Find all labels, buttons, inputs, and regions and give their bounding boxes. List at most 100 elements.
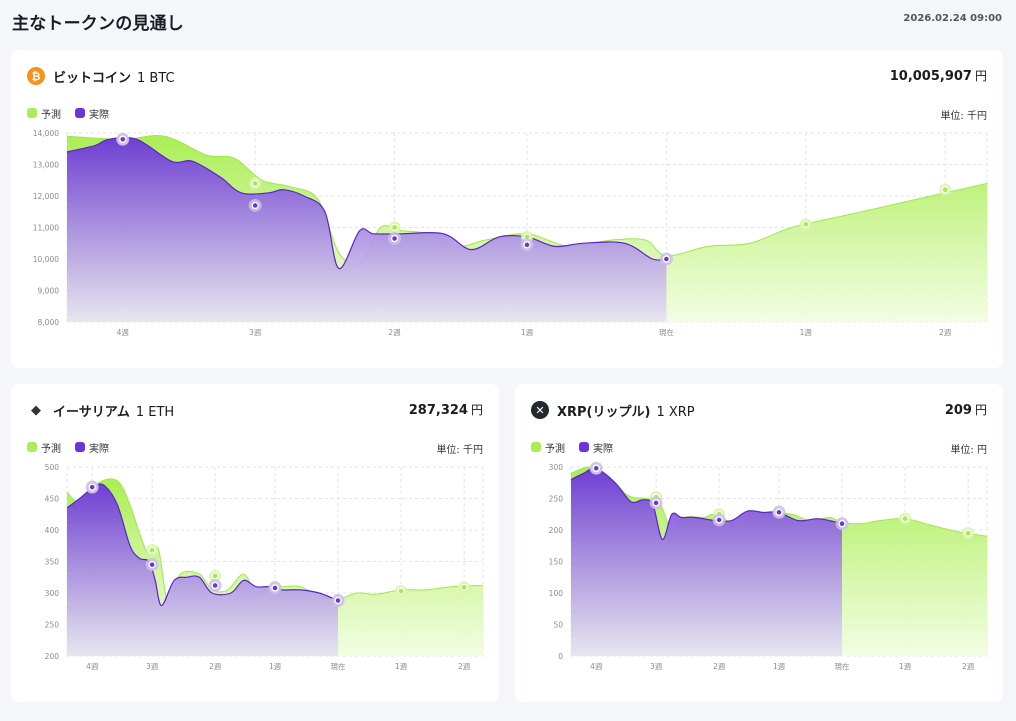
legend-actual-label: 実際 [89, 443, 109, 455]
actual-area [67, 137, 667, 322]
y-tick-label: 350 [45, 558, 60, 567]
x-tick-label: 現在 [331, 661, 346, 671]
bitcoin-card: ₿ ビットコイン 1 BTC 10,005,907 円 予測 実際 単位: 千円 1… [11, 50, 1003, 368]
legend-forecast[interactable]: 予測 [27, 106, 61, 121]
forecast-marker [964, 529, 972, 537]
x-tick-label: 1週 [521, 328, 534, 337]
coin-unit: 1 ETH [135, 405, 175, 420]
y-tick-label: 500 [45, 463, 60, 472]
y-tick-label: 300 [45, 589, 60, 598]
actual-marker [775, 508, 783, 517]
x-tick-label: 1週 [800, 328, 813, 337]
coin-price: 287,324 円 [409, 401, 483, 418]
forecast-line [66, 478, 484, 604]
actual-marker [88, 483, 96, 491]
y-tick-label: 300 [549, 463, 564, 472]
actual-marker [119, 135, 127, 144]
forecast-marker [901, 515, 909, 523]
coin-title: ビットコイン 1 BTC [53, 67, 175, 86]
coin-unit: 1 XRP [656, 405, 695, 420]
actual-marker [662, 255, 671, 263]
actual-marker [148, 560, 156, 569]
actual-swatch [579, 442, 589, 452]
forecast-marker [390, 223, 399, 232]
timestamp: 2026.02.24 09:00 [903, 13, 1002, 24]
coin-price: 209 円 [945, 401, 987, 418]
forecast-swatch [531, 442, 541, 452]
x-tick-label: 2週 [962, 662, 975, 671]
price-value: 10,005,907 [889, 69, 972, 84]
forecast-swatch [27, 108, 37, 118]
y-tick-label: 14,000 [33, 129, 59, 138]
coin-name: XRP(リップル) [557, 405, 651, 420]
forecast-marker [460, 583, 468, 591]
x-tick-label: 現在 [835, 661, 851, 671]
page-header: 主なトークンの見通し 2026.02.24 09:00 [0, 0, 1016, 44]
xrp-card: ✕ XRP(リップル) 1 XRP 209 円 予測 実際 単位: 円 300 250… [515, 384, 1003, 702]
coin-unit: 1 BTC [137, 71, 175, 86]
forecast-marker [802, 220, 810, 228]
forecast-swatch [27, 442, 37, 452]
coin-name: ビットコイン [53, 71, 132, 86]
forecast-marker [148, 546, 156, 554]
y-tick-label: 150 [549, 558, 564, 567]
units-label: 単位: 円 [950, 445, 987, 456]
coin-title: イーサリアム 1 ETH [53, 401, 174, 420]
y-tick-label: 8,000 [38, 318, 60, 327]
actual-swatch [75, 108, 85, 118]
y-tick-label: 10,000 [33, 255, 59, 264]
x-tick-label: 3週 [249, 328, 262, 337]
x-tick-label: 2週 [713, 662, 726, 671]
y-tick-label: 250 [45, 621, 60, 630]
actual-marker [251, 201, 259, 210]
y-tick-label: 450 [45, 495, 60, 504]
x-tick-label: 4週 [117, 328, 130, 337]
card-header: ₿ ビットコイン 1 BTC 10,005,907 円 [27, 66, 987, 86]
legend-forecast[interactable]: 予測 [27, 440, 61, 455]
legend-forecast[interactable]: 予測 [531, 440, 565, 455]
units-label: 単位: 千円 [436, 445, 483, 456]
x-tick-label: 1週 [899, 662, 912, 671]
actual-swatch [75, 442, 85, 452]
actual-line [570, 467, 843, 541]
actual-marker [271, 584, 279, 592]
y-tick-label: 0 [558, 652, 563, 661]
coin-title: XRP(リップル) 1 XRP [557, 401, 695, 420]
xrp-price-chart[interactable]: 300 250 200 150 100 50 0 4週 3週 2週 1週 現在 1週 2週 [515, 384, 1003, 702]
legend-forecast-label: 予測 [545, 443, 565, 455]
legend-actual[interactable]: 実際 [579, 440, 613, 455]
y-tick-label: 200 [549, 526, 564, 535]
legend-forecast-label: 予測 [41, 109, 61, 121]
y-tick-label: 250 [549, 495, 564, 504]
coin-name: イーサリアム [53, 405, 130, 420]
x-tick-label: 1週 [395, 662, 408, 671]
legend-forecast-label: 予測 [41, 443, 61, 455]
y-tick-label: 50 [553, 621, 563, 630]
x-tick-label: 4週 [86, 662, 99, 671]
ethereum-card: ◆ イーサリアム 1 ETH 287,324 円 予測 実際 単位: 千円 500 4… [11, 384, 499, 702]
actual-marker [592, 464, 600, 472]
x-tick-label: 1週 [269, 662, 282, 671]
x-tick-label: 2週 [388, 328, 401, 337]
legend-actual[interactable]: 実際 [75, 440, 109, 455]
forecast-marker [941, 186, 949, 194]
bitcoin-price-chart[interactable]: 14,000 13,000 12,000 11,000 10,000 9,000 8,000… [11, 50, 1003, 368]
actual-marker [211, 581, 219, 590]
x-tick-label: 2週 [458, 662, 471, 671]
x-tick-label: 4週 [590, 662, 603, 671]
legend-actual[interactable]: 実際 [75, 106, 109, 121]
price-value: 287,324 [408, 403, 468, 418]
ethereum-price-chart[interactable]: 500 450 400 350 300 250 200 4週 3週 2週 1週 現在 1週 2週 [11, 384, 499, 702]
y-tick-label: 13,000 [33, 161, 59, 170]
x-tick-label: 3週 [650, 662, 663, 671]
actual-area [571, 467, 842, 656]
actual-area [67, 483, 338, 656]
x-tick-label: 2週 [939, 328, 952, 337]
x-tick-label: 3週 [146, 662, 159, 671]
bitcoin-icon: ₿ [27, 67, 45, 85]
forecast-marker [211, 572, 219, 580]
actual-marker [523, 241, 531, 249]
card-header: ◆ イーサリアム 1 ETH 287,324 円 [27, 400, 483, 420]
actual-line [66, 136, 667, 270]
x-tick-label: 2週 [209, 662, 222, 671]
